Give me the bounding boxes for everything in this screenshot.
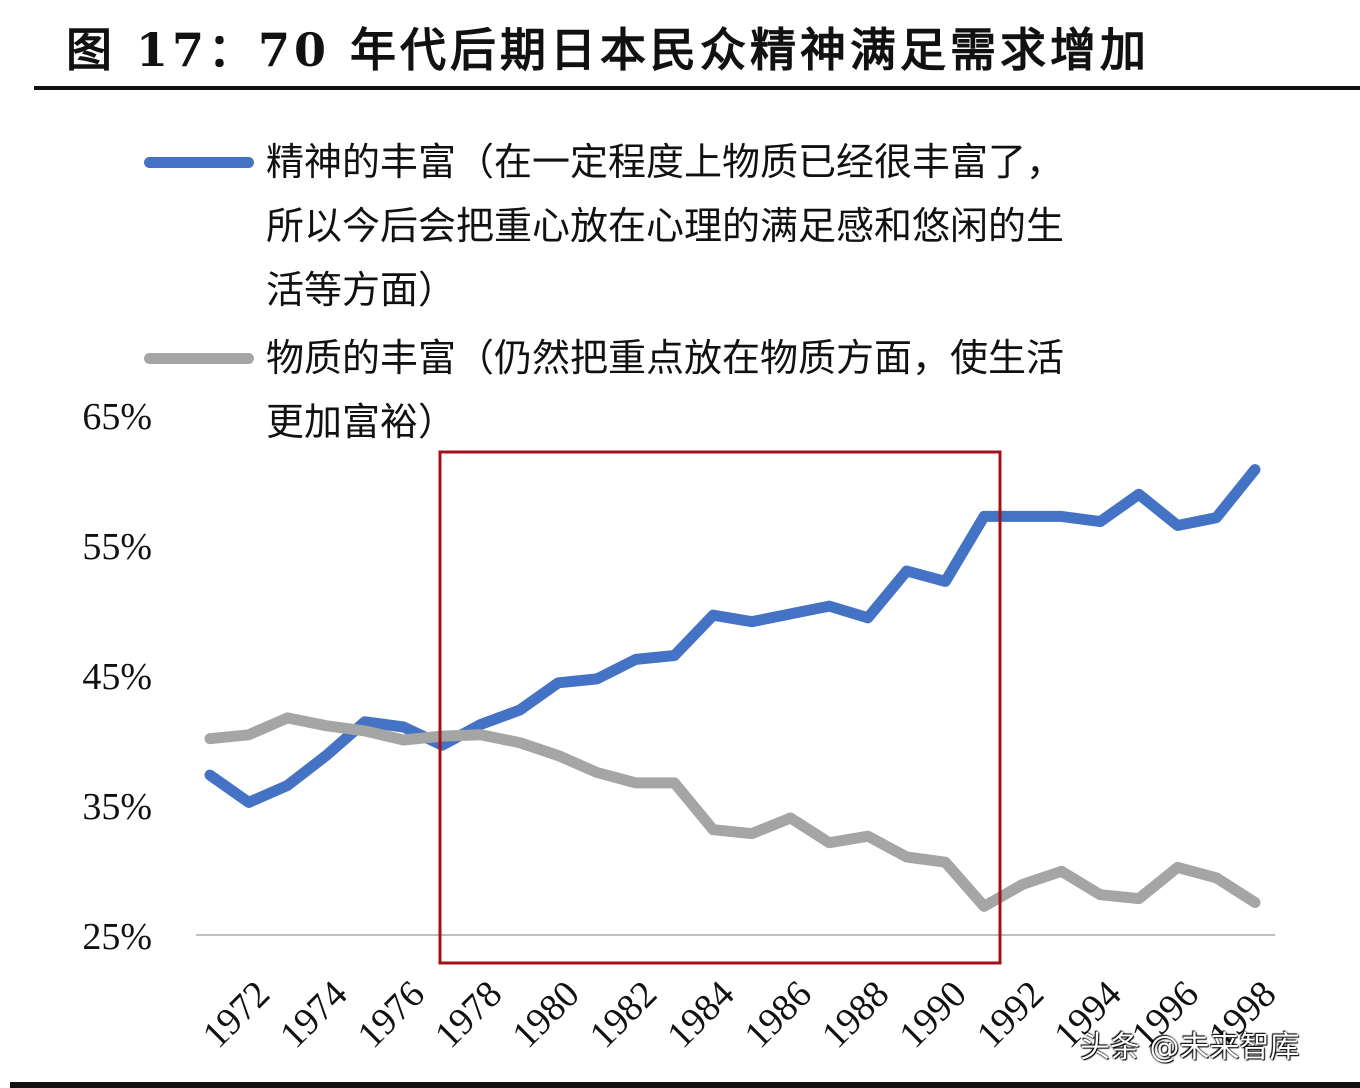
legend-line: 活等方面） [266,268,457,312]
legend-line: 精神的丰富（在一定程度上物质已经很丰富了， [266,140,1065,184]
x-tick-label: 1986 [737,973,820,1056]
legend-line: 所以今后会把重心放在心理的满足感和悠闲的生 [266,204,1065,248]
x-tick-label: 1982 [582,973,665,1056]
x-tick-label: 1978 [427,973,510,1056]
series-line-spiritual [204,464,1261,808]
bottom-rule [10,1082,1360,1088]
watermark: 头条 @未来智库 [1080,1030,1300,1065]
x-tick-label: 1972 [195,973,278,1056]
legend-swatch-gray-icon [144,353,254,364]
legend-swatch-blue-icon [144,157,254,168]
y-tick-label: 55% [82,526,152,568]
x-tick-label: 1980 [504,973,587,1056]
y-tick-label: 25% [82,916,152,958]
x-tick-label: 1984 [659,973,742,1056]
highlight-box [438,450,1002,965]
figure-title: 图 17：70 年代后期日本民众精神满足需求增加 [66,23,1151,77]
legend-line: 更加富裕） [266,400,457,444]
legend: 精神的丰富（在一定程度上物质已经很丰富了， 所以今后会把重心放在心理的满足感和悠… [140,130,1280,454]
x-tick-label: 1988 [814,973,897,1056]
series-group [204,464,1261,912]
legend-line: 物质的丰富（仍然把重点放在物质方面，使生活 [266,336,1065,380]
y-tick-label: 35% [82,786,152,828]
y-tick-label: 65% [82,396,152,438]
top-rule [34,86,1360,90]
series-line-material [204,712,1261,912]
x-tick-label: 1976 [349,973,432,1056]
legend-item-material: 物质的丰富（仍然把重点放在物质方面，使生活 更加富裕） [140,326,1280,454]
x-tick-label: 1974 [272,973,355,1056]
y-tick-label: 45% [82,656,152,698]
x-tick-label: 1990 [891,973,974,1056]
x-tick-label: 1992 [969,973,1052,1056]
y-axis: 25% 35% 45% 55% 65% [82,396,152,958]
legend-item-spiritual: 精神的丰富（在一定程度上物质已经很丰富了， 所以今后会把重心放在心理的满足感和悠… [140,130,1280,322]
